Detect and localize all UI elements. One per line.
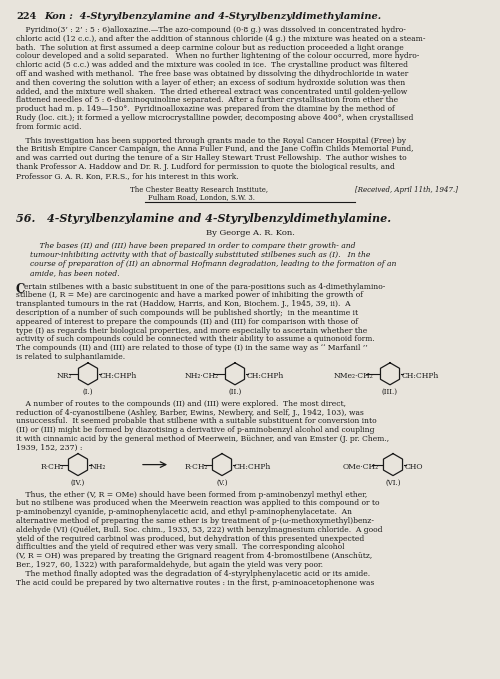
Text: Professor G. A. R. Kon, F.R.S., for his interest in this work.: Professor G. A. R. Kon, F.R.S., for his … xyxy=(16,172,238,180)
Text: The bases (II) and (III) have been prepared in order to compare their growth- an: The bases (II) and (III) have been prepa… xyxy=(30,242,356,251)
Text: NH₂·CH₂: NH₂·CH₂ xyxy=(185,372,219,380)
Text: tumour-inhibiting activity with that of basically substituted stilbenes such as : tumour-inhibiting activity with that of … xyxy=(30,251,370,259)
Text: activity of such compounds could be connected with their ability to assume a qui: activity of such compounds could be conn… xyxy=(16,335,375,344)
Text: CH:CHPh: CH:CHPh xyxy=(234,462,272,471)
Text: it with cinnamic acid by the general method of Meerwein, Büchner, and van Emster: it with cinnamic acid by the general met… xyxy=(16,435,389,443)
Text: from formic acid.: from formic acid. xyxy=(16,123,82,131)
Text: R·CH₂: R·CH₂ xyxy=(185,462,208,471)
Text: colour developed and a solid separated.   When no further lightening of the colo: colour developed and a solid separated. … xyxy=(16,52,419,60)
Text: description of a number of such compounds will be published shortly;  in the mea: description of a number of such compound… xyxy=(16,309,358,317)
Text: course of preparation of (II) an abnormal Hofmann degradation, leading to the fo: course of preparation of (II) an abnorma… xyxy=(30,260,397,268)
Text: transplanted tumours in the rat (Haddow, Harris, and Kon, Biochem. J., 1945, 39,: transplanted tumours in the rat (Haddow,… xyxy=(16,300,350,308)
Text: This investigation has been supported through grants made to the Royal Cancer Ho: This investigation has been supported th… xyxy=(16,136,406,145)
Text: added, and the mixture well shaken.  The dried ethereal extract was concentrated: added, and the mixture well shaken. The … xyxy=(16,88,407,96)
Text: (III.): (III.) xyxy=(382,388,398,396)
Text: The Chester Beatty Research Institute,: The Chester Beatty Research Institute, xyxy=(130,185,268,194)
Text: stilbene (I, R = Me) are carcinogenic and have a marked power of inhibiting the : stilbene (I, R = Me) are carcinogenic an… xyxy=(16,291,363,299)
Text: CH:CHPh: CH:CHPh xyxy=(247,372,284,380)
Text: (I.): (I.) xyxy=(83,388,93,396)
Text: and was carried out during the tenure of a Sir Halley Stewart Trust Fellowship. : and was carried out during the tenure of… xyxy=(16,154,406,162)
Text: product had m. p. 149—150°.  Pyridinoalloxazine was prepared from the diamine by: product had m. p. 149—150°. Pyridinoallo… xyxy=(16,105,395,113)
Text: NH₂: NH₂ xyxy=(90,462,106,471)
Text: ertain stilbenes with a basic substituent in one of the para-positions such as 4: ertain stilbenes with a basic substituen… xyxy=(24,282,386,291)
Text: chloric acid (12 c.c.), and after the addition of stannous chloride (4 g.) the m: chloric acid (12 c.c.), and after the ad… xyxy=(16,35,426,43)
Text: NMe₂·CH₂: NMe₂·CH₂ xyxy=(334,372,374,380)
Text: reduction of 4-cyanostilbene (Ashley, Barber, Ewins, Newbery, and Self, J., 1942: reduction of 4-cyanostilbene (Ashley, Ba… xyxy=(16,409,364,417)
Text: Pyridino(3’ : 2’ : 5 : 6)alloxazine.—The azo-compound (0·8 g.) was dissolved in : Pyridino(3’ : 2’ : 5 : 6)alloxazine.—The… xyxy=(16,26,406,34)
Text: type (I) as regards their biological properties, and more especially to ascertai: type (I) as regards their biological pro… xyxy=(16,327,367,335)
Text: is related to sulphanilamide.: is related to sulphanilamide. xyxy=(16,353,125,361)
Text: 56.   4-Styrylbenzylamine and 4-Styrylbenzyldimethylamine.: 56. 4-Styrylbenzylamine and 4-Styrylbenz… xyxy=(16,213,391,224)
Text: and then covering the solution with a layer of ether; an excess of sodium hydrox: and then covering the solution with a la… xyxy=(16,79,405,87)
Text: By George A. R. Kon.: By George A. R. Kon. xyxy=(206,230,294,238)
Text: CH:CHPh: CH:CHPh xyxy=(100,372,138,380)
Text: difficulties and the yield of required ether was very small.  The corresponding : difficulties and the yield of required e… xyxy=(16,543,344,551)
Text: The compounds (II) and (III) are related to those of type (I) in the same way as: The compounds (II) and (III) are related… xyxy=(16,344,368,352)
Text: Thus, the ether (V, R = OMe) should have been formed from p-aminobenzyl methyl e: Thus, the ether (V, R = OMe) should have… xyxy=(16,491,367,498)
Text: yield of the required carbinol was produced, but dehydration of this presented u: yield of the required carbinol was produ… xyxy=(16,534,364,543)
Text: A number of routes to the compounds (II) and (III) were explored.  The most dire: A number of routes to the compounds (II)… xyxy=(16,400,346,408)
Text: amide, has been noted.: amide, has been noted. xyxy=(30,269,120,277)
Text: p-aminobenzyl cyanide, p-aminophenylacetic acid, and ethyl p-aminophenylacetate.: p-aminobenzyl cyanide, p-aminophenylacet… xyxy=(16,508,352,516)
Text: Ber., 1927, 60, 1322) with paraformaldehyde, but again the yield was very poor.: Ber., 1927, 60, 1322) with paraformaldeh… xyxy=(16,561,323,569)
Text: but no stilbene was produced when the Meerwein reaction was applied to this comp: but no stilbene was produced when the Me… xyxy=(16,499,380,507)
Text: flattened needles of 5 : 6-diaminoquinoline separated.  After a further crystall: flattened needles of 5 : 6-diaminoquinol… xyxy=(16,96,398,105)
Text: Rudy (loc. cit.); it formed a yellow microcrystalline powder, decomposing above : Rudy (loc. cit.); it formed a yellow mic… xyxy=(16,114,413,122)
Text: the British Empire Cancer Campaign, the Anna Fuller Fund, and the Jane Coffin Ch: the British Empire Cancer Campaign, the … xyxy=(16,145,413,153)
Text: aldehyde (VI) (Quélet, Bull. Soc. chim., 1933, 53, 222) with benzylmagnesium chl: aldehyde (VI) (Quélet, Bull. Soc. chim.,… xyxy=(16,526,382,534)
Text: (V.): (V.) xyxy=(216,479,228,487)
Text: C: C xyxy=(16,282,26,295)
Text: thank Professor A. Haddow and Dr. R. J. Ludford for permission to quote the biol: thank Professor A. Haddow and Dr. R. J. … xyxy=(16,163,395,171)
Text: OMe·CH₂: OMe·CH₂ xyxy=(343,462,379,471)
Text: CH:CHPh: CH:CHPh xyxy=(402,372,440,380)
Text: (II.): (II.) xyxy=(228,388,241,396)
Text: (VI.): (VI.) xyxy=(385,479,401,487)
Text: chloric acid (5 c.c.) was added and the mixture was cooled in ice.  The crystall: chloric acid (5 c.c.) was added and the … xyxy=(16,61,408,69)
Text: alternative method of preparing the same ether is by treatment of p-(ω-methoxyme: alternative method of preparing the same… xyxy=(16,517,374,525)
Text: The method finally adopted was the degradation of 4-styrylphenylacetic acid or i: The method finally adopted was the degra… xyxy=(16,570,370,578)
Text: (II) or (III) might be formed by diazotising a derivative of p-aminobenzyl alcoh: (II) or (III) might be formed by diazoti… xyxy=(16,426,374,434)
Text: Kon :  4-Styrylbenzylamine and 4-Styrylbenzyldimethylamine.: Kon : 4-Styrylbenzylamine and 4-Styrylbe… xyxy=(44,12,381,21)
Text: Fulham Road, London, S.W. 3.: Fulham Road, London, S.W. 3. xyxy=(148,194,255,202)
Text: bath.  The solution at first assumed a deep carmine colour but as reduction proc: bath. The solution at first assumed a de… xyxy=(16,43,404,52)
Text: appeared of interest to prepare the compounds (II) and (III) for comparison with: appeared of interest to prepare the comp… xyxy=(16,318,358,326)
Text: The acid could be prepared by two alternative routes : in the first, p-aminoacet: The acid could be prepared by two altern… xyxy=(16,579,374,587)
Text: R·CH₂: R·CH₂ xyxy=(41,462,64,471)
Text: unsuccessful.  It seemed probable that stilbene with a suitable substituent for : unsuccessful. It seemed probable that st… xyxy=(16,418,376,426)
Text: off and washed with methanol.  The free base was obtained by dissolving the dihy: off and washed with methanol. The free b… xyxy=(16,70,408,78)
Text: (IV.): (IV.) xyxy=(71,479,85,487)
Text: 224: 224 xyxy=(16,12,36,21)
Text: [Received, April 11th, 1947.]: [Received, April 11th, 1947.] xyxy=(355,185,458,194)
Text: CHO: CHO xyxy=(405,462,423,471)
Text: NR₂: NR₂ xyxy=(57,372,72,380)
Text: (V, R = OH) was prepared by treating the Grignard reagent from 4-bromostilbene (: (V, R = OH) was prepared by treating the… xyxy=(16,552,372,560)
Text: 1939, 152, 237) :: 1939, 152, 237) : xyxy=(16,444,82,452)
